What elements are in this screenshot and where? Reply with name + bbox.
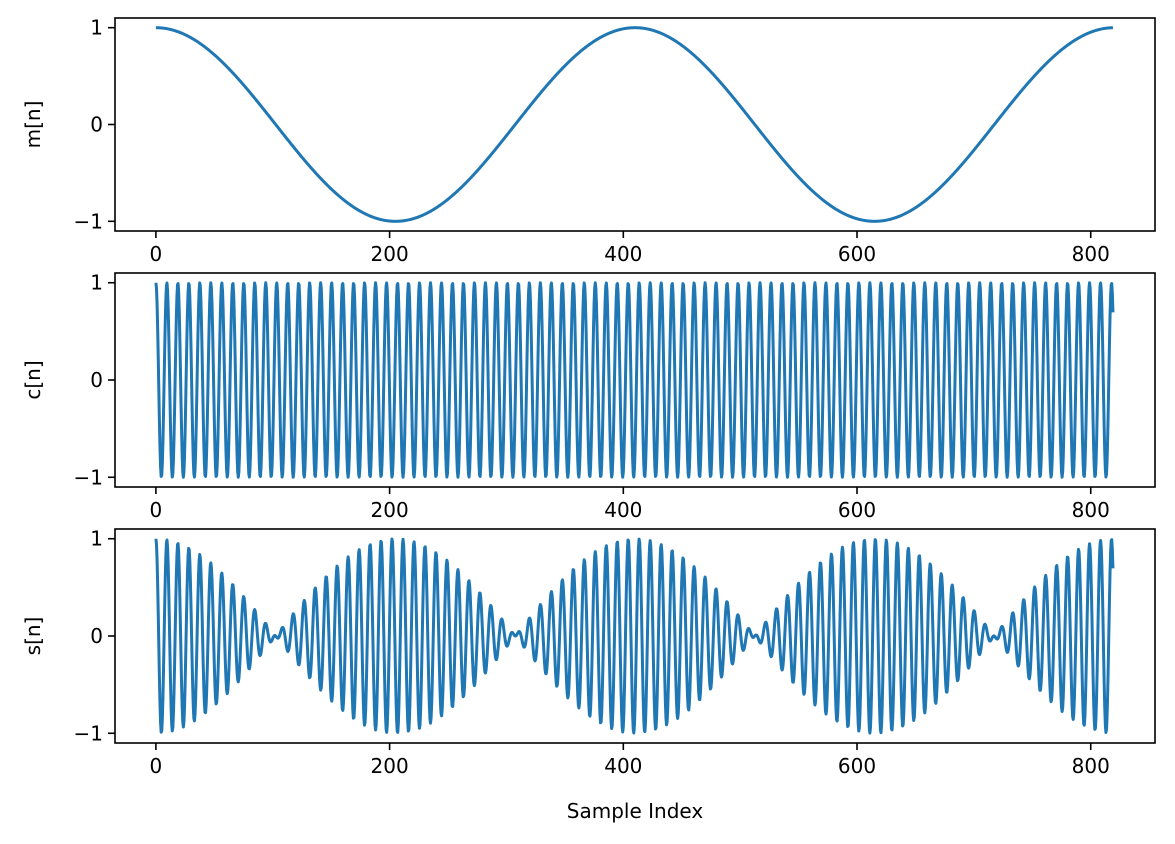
x-ticks: 0 200 400 600 800 xyxy=(150,231,1110,266)
y-axis-label: m[n] xyxy=(21,101,45,149)
x-tick-label: 600 xyxy=(838,754,876,778)
x-ticks: 0 200 400 600 800 xyxy=(150,487,1110,522)
y-axis-label: s[n] xyxy=(21,617,45,656)
x-ticks: 0 200 400 600 800 xyxy=(150,743,1110,778)
x-tick-label: 400 xyxy=(604,498,642,522)
y-tick-label: −1 xyxy=(74,209,103,233)
y-ticks: −1 0 1 xyxy=(74,271,115,489)
y-tick-label: −1 xyxy=(74,721,103,745)
y-axis-label: c[n] xyxy=(21,360,45,399)
x-tick-label: 0 xyxy=(150,498,163,522)
x-tick-label: 600 xyxy=(838,242,876,266)
x-tick-label: 400 xyxy=(604,242,642,266)
series-line-modulated xyxy=(154,537,1115,735)
y-tick-label: 1 xyxy=(90,527,103,551)
y-tick-label: −1 xyxy=(74,465,103,489)
y-tick-label: 0 xyxy=(90,113,103,137)
x-tick-label: 400 xyxy=(604,754,642,778)
x-tick-label: 600 xyxy=(838,498,876,522)
x-tick-label: 200 xyxy=(371,242,409,266)
y-ticks: −1 0 1 xyxy=(74,527,115,745)
x-tick-label: 200 xyxy=(371,498,409,522)
x-axis-label: Sample Index xyxy=(567,799,704,823)
x-tick-label: 800 xyxy=(1072,498,1110,522)
x-tick-label: 0 xyxy=(150,754,163,778)
subplot-message: 0 200 400 600 800 −1 0 1 m[n] xyxy=(21,16,1156,266)
y-tick-label: 0 xyxy=(90,368,103,392)
y-ticks: −1 0 1 xyxy=(74,16,115,233)
x-tick-label: 0 xyxy=(150,242,163,266)
series-line-message xyxy=(154,26,1114,223)
y-tick-label: 1 xyxy=(90,271,103,295)
y-tick-label: 0 xyxy=(90,624,103,648)
series-line-carrier xyxy=(154,281,1115,479)
x-tick-label: 200 xyxy=(371,754,409,778)
x-tick-label: 800 xyxy=(1072,754,1110,778)
subplot-modulated: 0 200 400 600 800 −1 0 1 s[n] Sample Index xyxy=(21,527,1156,823)
x-tick-label: 800 xyxy=(1072,242,1110,266)
y-tick-label: 1 xyxy=(90,16,103,40)
subplot-carrier: 0 200 400 600 800 −1 0 1 c[n] xyxy=(21,271,1156,522)
